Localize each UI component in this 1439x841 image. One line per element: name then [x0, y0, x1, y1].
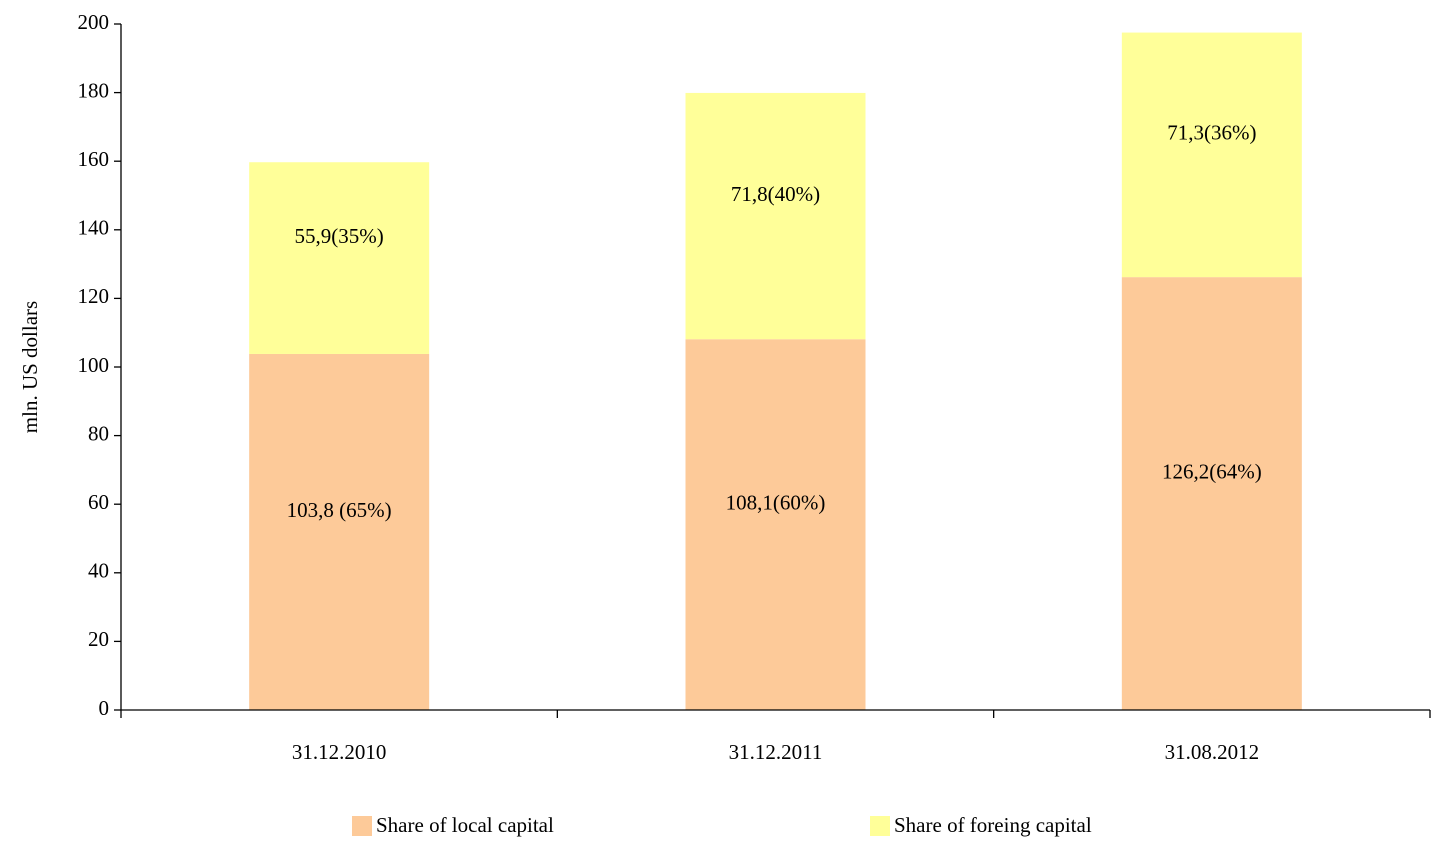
value-label: 108,1(60%)	[726, 490, 826, 514]
y-tick-label: 200	[78, 10, 110, 34]
legend-label: Share of foreing capital	[894, 813, 1092, 837]
y-tick-label: 180	[78, 78, 110, 102]
y-tick-label: 40	[88, 559, 109, 583]
legend-label: Share of local capital	[376, 813, 554, 837]
x-tick-label: 31.12.2011	[729, 740, 823, 764]
x-tick-label: 31.12.2010	[292, 740, 387, 764]
y-tick-label: 80	[88, 421, 109, 445]
y-tick-label: 100	[78, 353, 110, 377]
y-tick-label: 140	[78, 216, 110, 240]
value-label: 71,8(40%)	[731, 182, 820, 206]
y-axis-label: mln. US dollars	[18, 301, 42, 433]
y-tick-label: 120	[78, 284, 110, 308]
value-label: 103,8 (65%)	[287, 498, 392, 522]
legend-swatch	[870, 816, 890, 836]
bar-segment	[685, 92, 866, 340]
bar-segment	[1121, 32, 1302, 278]
value-label: 55,9(35%)	[295, 224, 384, 248]
bar-segment	[249, 353, 430, 710]
bar-segment	[685, 339, 866, 710]
legend-swatch	[352, 816, 372, 836]
y-tick-label: 0	[99, 696, 110, 720]
value-label: 71,3(36%)	[1167, 121, 1256, 145]
bar-segment	[249, 162, 430, 354]
x-tick-label: 31.08.2012	[1165, 740, 1260, 764]
bar-segment	[1121, 277, 1302, 710]
y-tick-label: 60	[88, 490, 109, 514]
y-tick-label: 160	[78, 147, 110, 171]
y-tick-label: 20	[88, 627, 109, 651]
value-label: 126,2(64%)	[1162, 459, 1262, 483]
